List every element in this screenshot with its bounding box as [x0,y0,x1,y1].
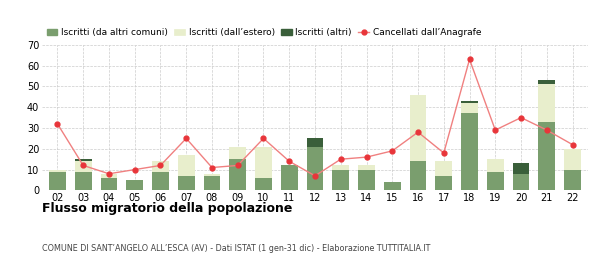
Bar [49,172,66,190]
Bar [410,161,427,190]
Bar [461,101,478,103]
Bar [436,161,452,176]
Bar [101,178,118,190]
Bar [487,172,503,190]
Bar [75,159,92,161]
Legend: Iscritti (da altri comuni), Iscritti (dall’estero), Iscritti (altri), Cancellati: Iscritti (da altri comuni), Iscritti (da… [47,28,481,37]
Bar [307,138,323,147]
Bar [538,122,555,190]
Bar [538,80,555,84]
Bar [229,159,246,190]
Bar [358,170,375,190]
Bar [358,165,375,170]
Bar [564,170,581,190]
Bar [178,176,194,190]
Bar [203,174,220,176]
Bar [152,172,169,190]
Bar [203,176,220,190]
Bar [487,159,503,172]
Bar [229,147,246,159]
Text: COMUNE DI SANT’ANGELO ALL’ESCA (AV) - Dati ISTAT (1 gen-31 dic) - Elaborazione T: COMUNE DI SANT’ANGELO ALL’ESCA (AV) - Da… [42,244,430,253]
Bar [307,147,323,190]
Bar [49,170,66,172]
Bar [436,176,452,190]
Bar [152,161,169,172]
Bar [332,170,349,190]
Bar [281,165,298,190]
Bar [255,147,272,178]
Bar [512,174,529,190]
Bar [75,161,92,172]
Bar [101,174,118,178]
Text: Flusso migratorio della popolazione: Flusso migratorio della popolazione [42,202,292,214]
Bar [410,95,427,161]
Bar [512,163,529,174]
Bar [255,178,272,190]
Bar [384,182,401,190]
Bar [178,155,194,176]
Bar [461,113,478,190]
Bar [461,103,478,113]
Bar [332,165,349,170]
Bar [564,149,581,170]
Bar [75,172,92,190]
Bar [127,180,143,190]
Bar [538,84,555,122]
